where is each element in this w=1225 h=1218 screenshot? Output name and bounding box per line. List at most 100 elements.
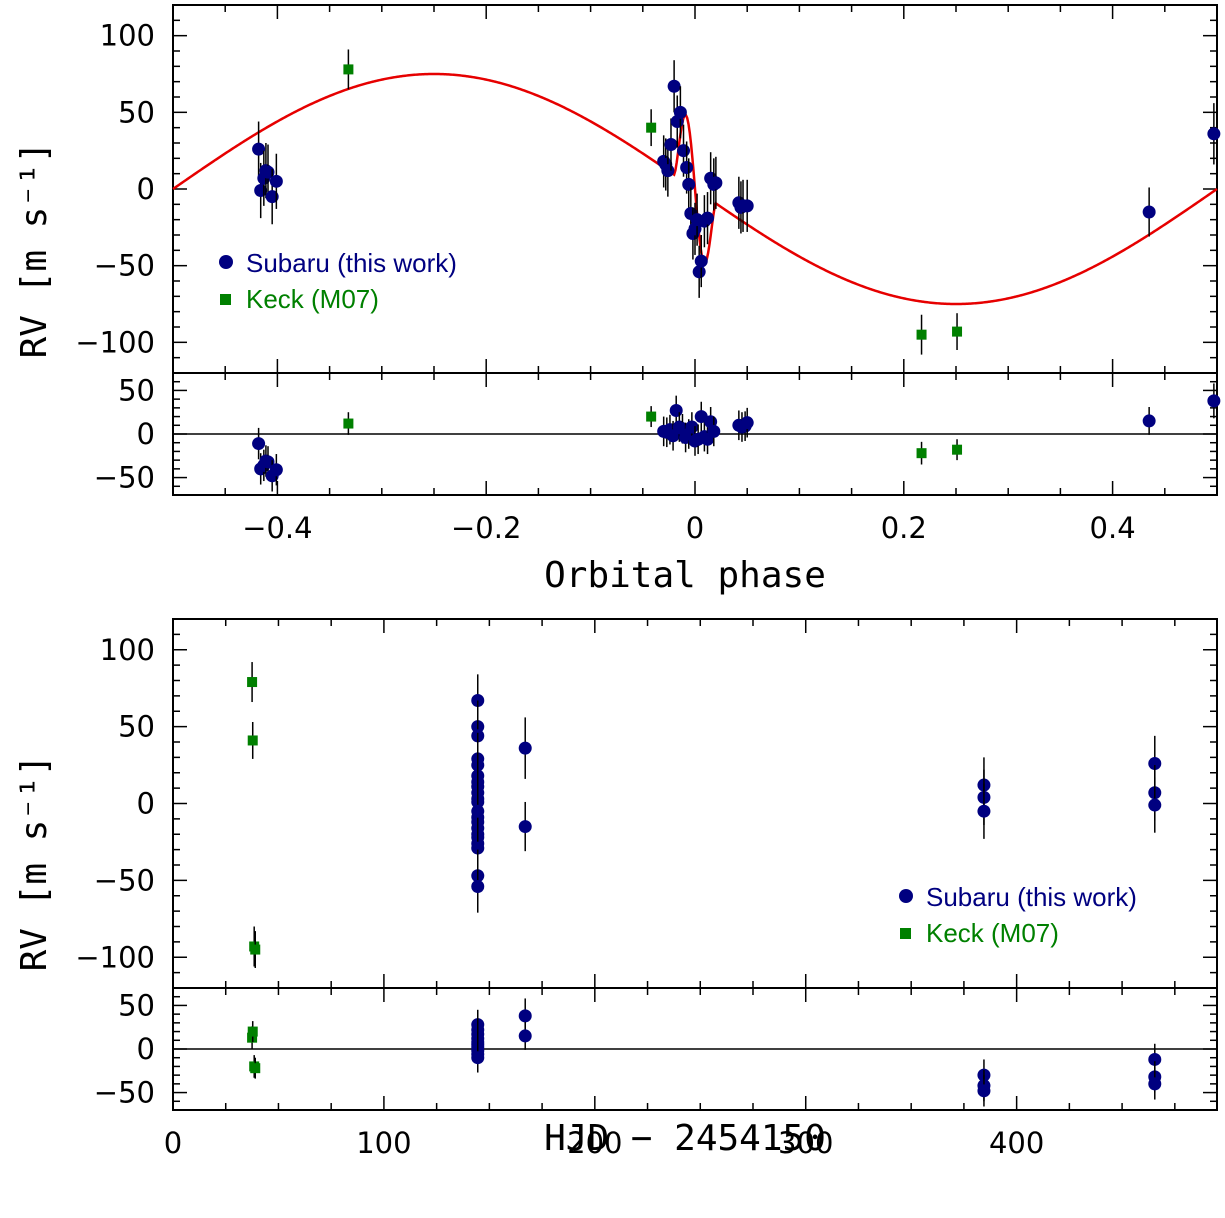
subaru-point — [977, 804, 991, 818]
subaru-point — [518, 1029, 532, 1043]
keck-point — [646, 122, 657, 133]
bottom-residual-plot: 0 100 200 300 400 −50 0 50 — [94, 987, 1218, 1160]
x-tick-label: −0.2 — [451, 511, 521, 545]
keck-point — [343, 64, 354, 75]
y-tick-label: −50 — [94, 1076, 155, 1110]
subaru-point — [1148, 1052, 1162, 1066]
top-y-axis-title: RV [m s⁻¹] — [14, 142, 55, 359]
subaru-point — [1142, 205, 1156, 219]
subaru-point — [680, 161, 694, 175]
subaru-point — [1148, 757, 1162, 771]
subaru-point — [669, 403, 683, 417]
subaru-point — [471, 880, 485, 894]
keck-point — [916, 329, 927, 340]
keck-point — [247, 677, 258, 688]
legend-subaru-label: Subaru (this work) — [926, 882, 1137, 912]
legend-keck-label: Keck (M07) — [246, 284, 379, 314]
y-tick-label: −50 — [94, 863, 155, 897]
subaru-point — [664, 138, 678, 152]
subaru-point — [740, 416, 754, 430]
legend-keck-marker — [220, 294, 231, 305]
y-tick-label: 0 — [137, 787, 155, 821]
y-tick-label: 0 — [137, 417, 155, 451]
keck-point — [343, 418, 354, 429]
y-tick-label: −100 — [75, 940, 155, 974]
subaru-point — [977, 1084, 991, 1098]
keck-point — [646, 411, 657, 422]
subaru-point — [518, 1009, 532, 1023]
y-tick-label: 0 — [137, 172, 155, 206]
x-tick-label: 0.4 — [1090, 511, 1136, 545]
subaru-point — [707, 424, 721, 438]
top-legend: Subaru (this work) Keck (M07) — [219, 248, 457, 314]
subaru-point — [265, 190, 279, 204]
subaru-point — [694, 254, 708, 268]
top-panel: −100 −50 0 50 100 −0.4 −0.2 0 0.2 0.4 −50 0 50 Orbi… — [14, 4, 1221, 596]
subaru-point — [269, 174, 283, 188]
subaru-point — [740, 199, 754, 213]
bottom-panel: −100 −50 0 50 100 0 100 200 300 400 −50 0 50 HJD − … — [14, 618, 1218, 1160]
subaru-point — [1148, 798, 1162, 812]
x-tick-label: 0 — [164, 1126, 182, 1160]
legend-keck-label: Keck (M07) — [926, 918, 1059, 948]
subaru-point — [682, 177, 696, 191]
y-tick-label: 50 — [118, 373, 155, 407]
model-curve — [172, 72, 1218, 306]
legend-subaru-label: Subaru (this work) — [246, 248, 457, 278]
keck-point — [952, 444, 963, 455]
x-tick-label: 100 — [356, 1126, 411, 1160]
subaru-point — [1142, 414, 1156, 428]
top-residual-plot: −0.4 −0.2 0 0.2 0.4 −50 0 50 — [94, 372, 1221, 545]
x-tick-label: 400 — [989, 1126, 1044, 1160]
x-tick-label: 0 — [686, 511, 704, 545]
subaru-point — [709, 176, 723, 190]
plot-frame — [172, 618, 1218, 989]
keck-point — [952, 326, 963, 337]
subaru-point — [471, 841, 485, 855]
subaru-point — [518, 741, 532, 755]
subaru-point — [1207, 127, 1221, 141]
x-tick-label: 0.2 — [881, 511, 927, 545]
subaru-point — [667, 79, 681, 93]
bottom-x-axis-title: HJD − 2454150 — [544, 1118, 826, 1159]
x-tick-label: 300 — [778, 1126, 833, 1160]
subaru-point — [261, 165, 275, 179]
keck-point — [916, 448, 927, 459]
subaru-point — [701, 211, 715, 225]
keck-point — [250, 1063, 261, 1074]
subaru-point — [673, 105, 687, 119]
legend-subaru-marker — [899, 889, 913, 903]
subaru-point — [471, 1051, 485, 1065]
x-tick-label: 200 — [567, 1126, 622, 1160]
legend-subaru-marker — [219, 255, 233, 269]
bottom-main-plot: −100 −50 0 50 100 — [75, 618, 1218, 989]
y-tick-label: 100 — [100, 19, 155, 53]
keck-point — [247, 1026, 258, 1037]
subaru-point — [661, 164, 675, 178]
y-tick-label: 50 — [118, 988, 155, 1022]
legend-keck-marker — [900, 928, 911, 939]
top-x-axis-title: Orbital phase — [544, 555, 826, 596]
subaru-point — [269, 463, 283, 477]
x-tick-label: −0.4 — [242, 511, 312, 545]
y-tick-label: 100 — [100, 633, 155, 667]
subaru-point — [252, 142, 266, 156]
subaru-point — [471, 804, 485, 818]
subaru-point — [261, 455, 275, 469]
bottom-y-axis-title: RV [m s⁻¹] — [14, 755, 55, 972]
y-tick-label: −50 — [94, 249, 155, 283]
y-tick-label: 50 — [118, 95, 155, 129]
keck-point — [247, 735, 258, 746]
y-tick-label: 50 — [118, 710, 155, 744]
bottom-legend: Subaru (this work) Keck (M07) — [899, 882, 1137, 948]
subaru-point — [677, 144, 691, 158]
keck-point — [250, 944, 261, 955]
subaru-point — [1207, 394, 1221, 408]
subaru-point — [518, 820, 532, 834]
top-main-plot: −100 −50 0 50 100 — [75, 4, 1221, 374]
subaru-point — [1148, 1077, 1162, 1091]
y-tick-label: −100 — [75, 325, 155, 359]
subaru-point — [685, 420, 699, 434]
y-tick-label: 0 — [137, 1032, 155, 1066]
